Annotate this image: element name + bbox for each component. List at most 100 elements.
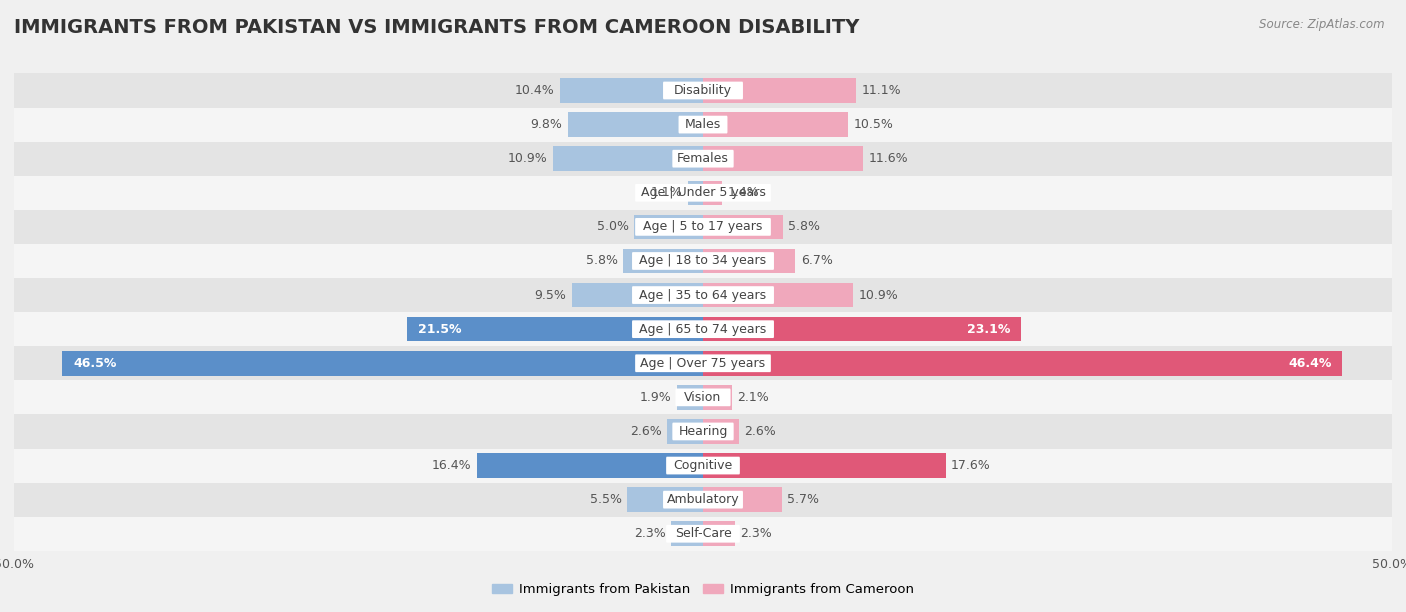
Text: 1.1%: 1.1%	[651, 186, 682, 200]
FancyBboxPatch shape	[636, 218, 770, 236]
Bar	[14, 141, 1392, 176]
FancyBboxPatch shape	[636, 184, 770, 201]
Bar	[688, 181, 703, 205]
Text: Age | 35 to 64 years: Age | 35 to 64 years	[640, 289, 766, 302]
Bar	[572, 283, 703, 307]
Text: 21.5%: 21.5%	[418, 323, 461, 335]
Text: 11.1%: 11.1%	[862, 84, 901, 97]
Text: Age | Over 75 years: Age | Over 75 years	[641, 357, 765, 370]
Bar	[14, 176, 1392, 210]
FancyBboxPatch shape	[664, 81, 742, 99]
Text: 46.4%: 46.4%	[1288, 357, 1331, 370]
Bar	[703, 351, 1343, 376]
Text: 11.6%: 11.6%	[869, 152, 908, 165]
Bar	[671, 521, 703, 546]
Bar	[14, 312, 1392, 346]
Text: 1.4%: 1.4%	[728, 186, 759, 200]
Bar	[703, 78, 856, 103]
Text: 5.5%: 5.5%	[589, 493, 621, 506]
Bar	[14, 517, 1392, 551]
Text: Hearing: Hearing	[678, 425, 728, 438]
Bar	[14, 244, 1392, 278]
FancyBboxPatch shape	[633, 320, 773, 338]
Text: 2.6%: 2.6%	[744, 425, 776, 438]
Bar	[623, 248, 703, 273]
Bar	[14, 108, 1392, 141]
Bar	[703, 113, 848, 137]
Text: 10.4%: 10.4%	[515, 84, 554, 97]
Text: Source: ZipAtlas.com: Source: ZipAtlas.com	[1260, 18, 1385, 31]
Text: Age | Under 5 years: Age | Under 5 years	[641, 186, 765, 200]
Text: Females: Females	[678, 152, 728, 165]
Bar	[477, 453, 703, 478]
FancyBboxPatch shape	[633, 252, 773, 270]
FancyBboxPatch shape	[633, 286, 773, 304]
Bar	[703, 215, 783, 239]
Bar	[703, 248, 796, 273]
Bar	[14, 346, 1392, 380]
Bar	[14, 414, 1392, 449]
Bar	[14, 278, 1392, 312]
Bar	[703, 317, 1021, 341]
Text: Males: Males	[685, 118, 721, 131]
FancyBboxPatch shape	[666, 525, 740, 543]
Text: 2.3%: 2.3%	[740, 528, 772, 540]
Bar	[703, 385, 733, 409]
Text: Disability: Disability	[673, 84, 733, 97]
Text: IMMIGRANTS FROM PAKISTAN VS IMMIGRANTS FROM CAMEROON DISABILITY: IMMIGRANTS FROM PAKISTAN VS IMMIGRANTS F…	[14, 18, 859, 37]
FancyBboxPatch shape	[666, 457, 740, 474]
Text: 10.9%: 10.9%	[859, 289, 898, 302]
Text: Ambulatory: Ambulatory	[666, 493, 740, 506]
Bar	[676, 385, 703, 409]
Bar	[406, 317, 703, 341]
Text: Age | 65 to 74 years: Age | 65 to 74 years	[640, 323, 766, 335]
Bar	[703, 521, 735, 546]
Text: 23.1%: 23.1%	[967, 323, 1011, 335]
Text: 2.3%: 2.3%	[634, 528, 666, 540]
Text: 2.6%: 2.6%	[630, 425, 662, 438]
Bar	[668, 419, 703, 444]
Text: 46.5%: 46.5%	[73, 357, 117, 370]
FancyBboxPatch shape	[672, 150, 734, 168]
Text: 5.7%: 5.7%	[787, 493, 820, 506]
Bar	[703, 453, 945, 478]
FancyBboxPatch shape	[672, 423, 734, 440]
Text: 9.5%: 9.5%	[534, 289, 567, 302]
Text: 10.5%: 10.5%	[853, 118, 893, 131]
Bar	[703, 146, 863, 171]
FancyBboxPatch shape	[636, 354, 770, 372]
Bar	[703, 487, 782, 512]
Text: Self-Care: Self-Care	[675, 528, 731, 540]
Bar	[14, 449, 1392, 483]
Legend: Immigrants from Pakistan, Immigrants from Cameroon: Immigrants from Pakistan, Immigrants fro…	[486, 578, 920, 602]
Text: 2.1%: 2.1%	[738, 391, 769, 404]
Bar	[553, 146, 703, 171]
Text: Age | 5 to 17 years: Age | 5 to 17 years	[644, 220, 762, 233]
Bar	[14, 210, 1392, 244]
Text: 5.0%: 5.0%	[596, 220, 628, 233]
FancyBboxPatch shape	[675, 389, 731, 406]
Bar	[703, 283, 853, 307]
Bar	[627, 487, 703, 512]
Text: 6.7%: 6.7%	[801, 255, 832, 267]
Text: 16.4%: 16.4%	[432, 459, 471, 472]
Bar	[568, 113, 703, 137]
FancyBboxPatch shape	[679, 116, 727, 133]
Bar	[560, 78, 703, 103]
Bar	[703, 181, 723, 205]
Text: Cognitive: Cognitive	[673, 459, 733, 472]
Text: 1.9%: 1.9%	[640, 391, 671, 404]
Bar	[703, 419, 738, 444]
Bar	[634, 215, 703, 239]
Bar	[14, 483, 1392, 517]
Bar	[14, 380, 1392, 414]
Text: 5.8%: 5.8%	[585, 255, 617, 267]
Bar	[14, 73, 1392, 108]
Text: 17.6%: 17.6%	[950, 459, 991, 472]
Bar	[62, 351, 703, 376]
Text: 9.8%: 9.8%	[530, 118, 562, 131]
FancyBboxPatch shape	[664, 491, 742, 509]
Text: 5.8%: 5.8%	[789, 220, 821, 233]
Text: Age | 18 to 34 years: Age | 18 to 34 years	[640, 255, 766, 267]
Text: 10.9%: 10.9%	[508, 152, 547, 165]
